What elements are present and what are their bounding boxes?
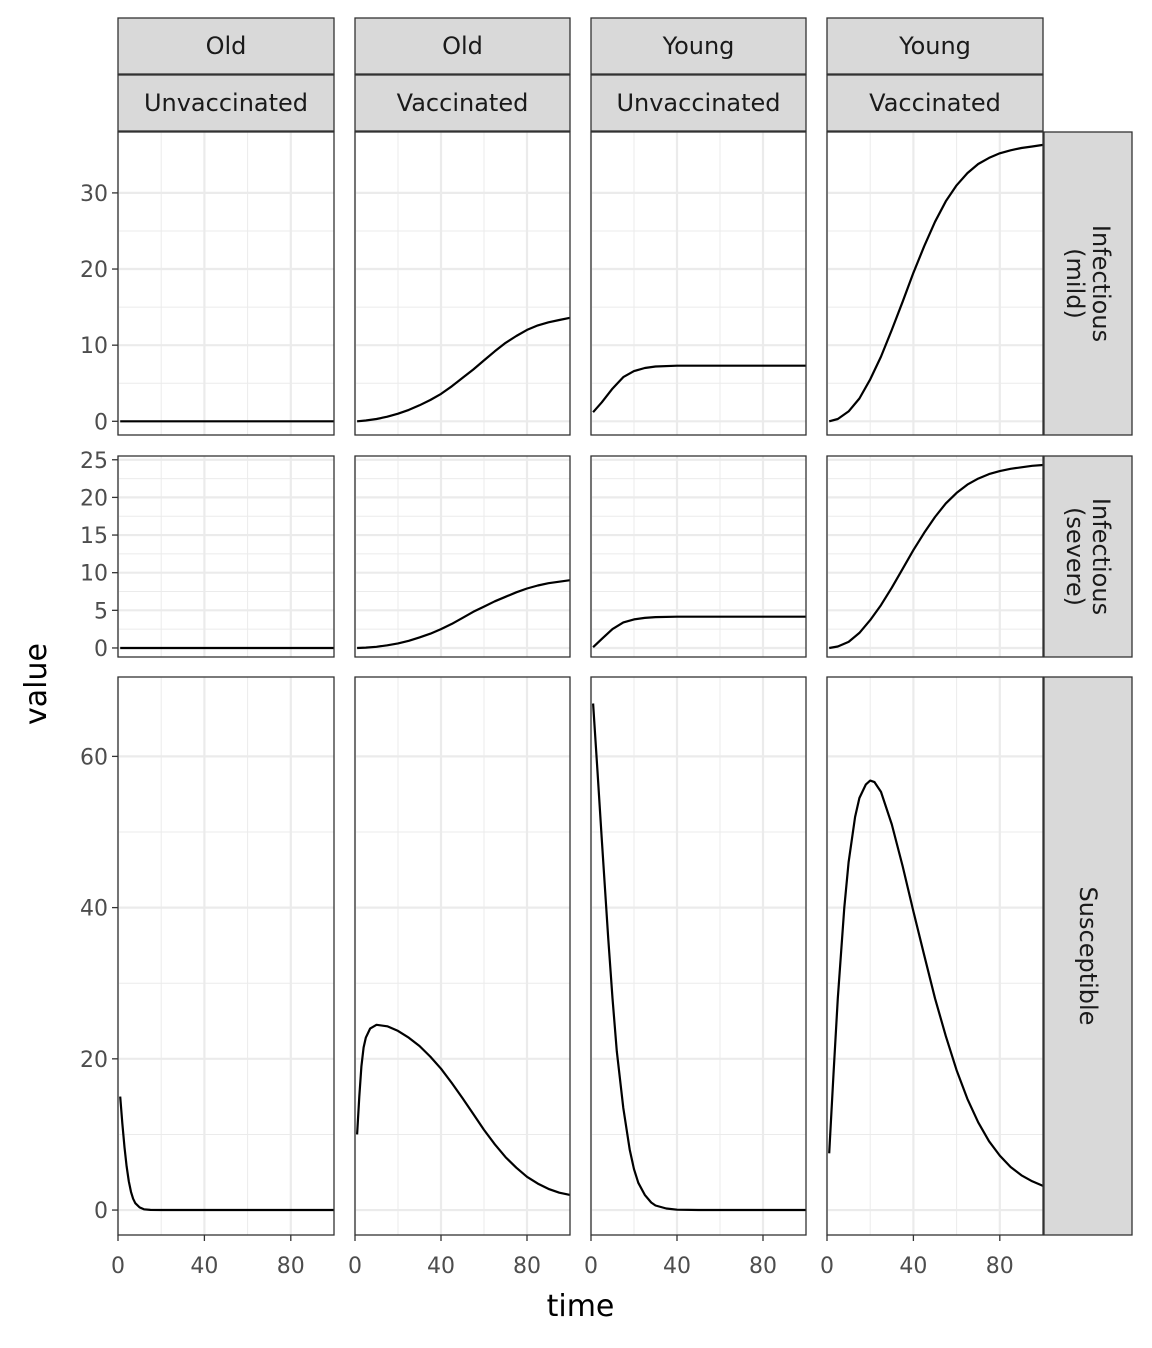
x-tick-label: 40	[190, 1254, 218, 1279]
panel-border	[354, 131, 571, 436]
x-tick-label: 80	[513, 1254, 541, 1279]
panel-background	[591, 132, 806, 435]
column-strip-bottom	[590, 74, 807, 132]
y-tick-label: 5	[94, 599, 108, 624]
column-strip-bottom	[826, 74, 1044, 132]
x-tick-label: 40	[663, 1254, 691, 1279]
series-line	[592, 364, 806, 413]
panel-border	[826, 676, 1044, 1236]
panel-border	[590, 676, 807, 1236]
panel-background	[355, 132, 570, 435]
series-line	[119, 1096, 334, 1212]
panel-background	[591, 677, 806, 1235]
panel-border	[354, 676, 571, 1236]
panel-background	[355, 456, 570, 657]
row-strip-label: Susceptible	[1074, 887, 1102, 1026]
column-strip-bottom-label: Unvaccinated	[616, 89, 780, 117]
column-strip-bottom	[117, 74, 335, 132]
series-line	[592, 615, 806, 648]
panel-border	[117, 131, 335, 436]
panel-border	[590, 455, 807, 658]
series-line	[357, 579, 571, 650]
x-tick-label: 80	[749, 1254, 777, 1279]
y-axis-title: value	[19, 643, 54, 725]
column-strip-top-label: Old	[206, 32, 247, 60]
panel-background	[118, 677, 334, 1235]
column-strip-top-label: Young	[898, 32, 971, 60]
column-strip-top	[826, 17, 1044, 75]
row-strip-label: (mild)	[1061, 248, 1089, 319]
y-tick-label: 60	[80, 745, 108, 770]
series-line	[356, 1023, 571, 1196]
series-line	[828, 779, 1044, 1187]
series-line	[829, 463, 1044, 650]
y-tick-label: 20	[80, 486, 108, 511]
panel-border	[117, 676, 335, 1236]
x-tick-label: 40	[427, 1254, 455, 1279]
y-tick-label: 30	[80, 182, 108, 207]
column-strip-top	[590, 17, 807, 75]
panel-background	[827, 677, 1043, 1235]
panel-border	[117, 455, 335, 658]
panel-background	[827, 132, 1043, 435]
y-tick-label: 40	[80, 897, 108, 922]
row-strip	[1043, 455, 1133, 658]
series-line	[592, 703, 806, 1212]
x-tick-label: 0	[820, 1254, 834, 1279]
panel-background	[827, 456, 1043, 657]
panel-background	[591, 456, 806, 657]
panel-border	[354, 455, 571, 658]
row-strip-label: Infectious	[1087, 225, 1115, 342]
y-tick-label: 25	[80, 449, 108, 474]
y-tick-label: 10	[80, 334, 108, 359]
y-tick-label: 20	[80, 258, 108, 283]
column-strip-bottom-label: Vaccinated	[397, 89, 529, 117]
x-tick-label: 80	[986, 1254, 1014, 1279]
y-tick-label: 0	[94, 1199, 108, 1224]
column-strip-top-label: Young	[662, 32, 735, 60]
row-strip-label: Infectious	[1087, 498, 1115, 615]
row-strip	[1043, 676, 1133, 1236]
series-line	[828, 143, 1044, 423]
y-tick-label: 10	[80, 562, 108, 587]
row-strip-label: (severe)	[1061, 507, 1089, 606]
column-strip-top	[354, 17, 571, 75]
panel-border	[826, 455, 1044, 658]
column-strip-top-label: Old	[442, 32, 483, 60]
y-tick-label: 0	[94, 637, 108, 662]
panel-background	[118, 132, 334, 435]
y-tick-label: 15	[80, 524, 108, 549]
panel-border	[590, 131, 807, 436]
x-tick-label: 0	[584, 1254, 598, 1279]
column-strip-top	[117, 17, 335, 75]
x-tick-label: 0	[348, 1254, 362, 1279]
x-tick-label: 0	[111, 1254, 125, 1279]
x-tick-label: 40	[899, 1254, 927, 1279]
panel-border	[826, 131, 1044, 436]
row-strip	[1043, 131, 1133, 436]
panel-background	[355, 677, 570, 1235]
column-strip-bottom-label: Unvaccinated	[144, 89, 308, 117]
series-line	[356, 316, 571, 423]
panel-background	[118, 456, 334, 657]
y-tick-label: 20	[80, 1048, 108, 1073]
column-strip-bottom-label: Vaccinated	[869, 89, 1001, 117]
x-axis-title: time	[547, 1289, 615, 1324]
column-strip-bottom	[354, 74, 571, 132]
x-tick-label: 80	[277, 1254, 305, 1279]
y-tick-label: 0	[94, 410, 108, 435]
